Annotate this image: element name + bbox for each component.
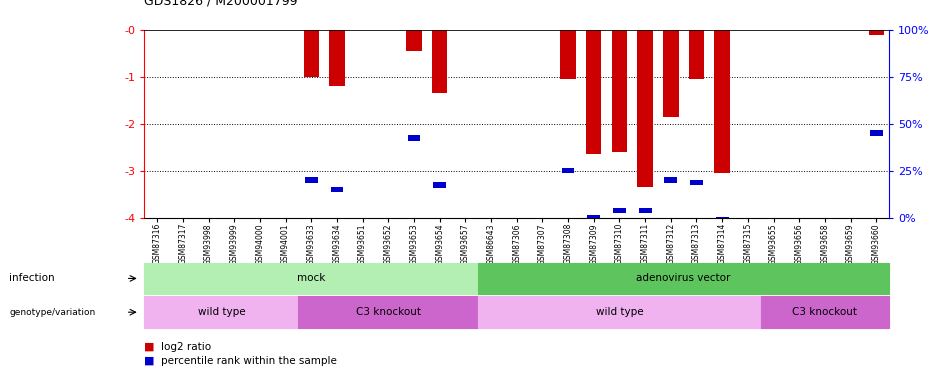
Bar	[432, 30, 448, 93]
Bar	[716, 217, 729, 223]
Text: GDS1826 / M200001799: GDS1826 / M200001799	[144, 0, 298, 8]
Bar	[304, 177, 317, 183]
Text: log2 ratio: log2 ratio	[161, 342, 211, 352]
Bar	[561, 168, 574, 173]
Text: C3 knockout: C3 knockout	[792, 307, 857, 317]
Bar	[331, 187, 344, 192]
Bar	[586, 30, 601, 154]
Text: wild type: wild type	[197, 307, 245, 317]
Bar	[714, 30, 730, 173]
Bar	[560, 30, 575, 79]
Text: percentile rank within the sample: percentile rank within the sample	[161, 356, 337, 366]
Text: infection: infection	[9, 273, 55, 284]
Bar	[690, 180, 703, 185]
Text: wild type: wild type	[596, 307, 643, 317]
Text: genotype/variation: genotype/variation	[9, 308, 96, 316]
Text: mock: mock	[297, 273, 326, 284]
Text: ■: ■	[144, 342, 155, 352]
Bar	[638, 30, 653, 187]
Bar	[587, 214, 600, 220]
Text: adenovirus vector: adenovirus vector	[637, 273, 731, 284]
Bar	[689, 30, 704, 79]
Bar	[304, 30, 319, 77]
Bar	[408, 135, 421, 141]
Bar	[663, 30, 679, 117]
Bar	[613, 208, 626, 213]
Bar	[330, 30, 344, 86]
Bar	[433, 182, 446, 188]
Bar	[665, 177, 677, 183]
Bar	[869, 30, 884, 35]
Bar	[406, 30, 422, 51]
Bar	[612, 30, 627, 152]
Bar	[639, 208, 652, 213]
Text: ■: ■	[144, 356, 155, 366]
Text: C3 knockout: C3 knockout	[356, 307, 421, 317]
Bar	[870, 130, 883, 136]
